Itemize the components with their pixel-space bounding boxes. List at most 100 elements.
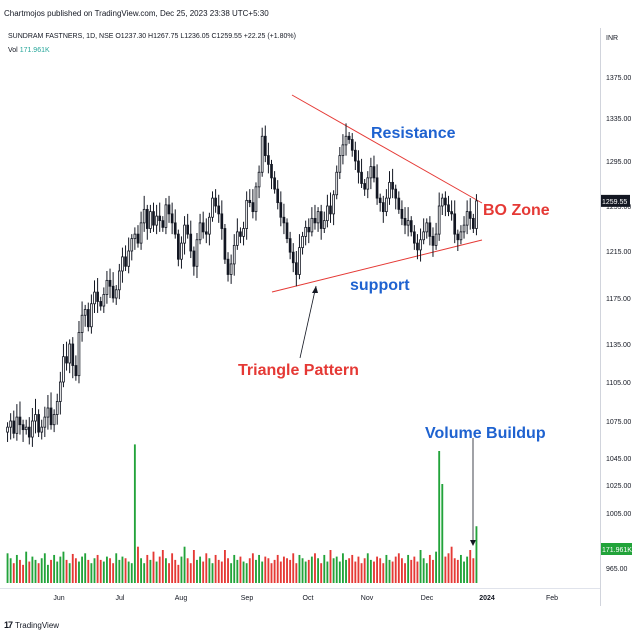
volume-bar	[183, 546, 186, 583]
volume-bar	[140, 558, 143, 583]
volume-bar	[307, 559, 310, 583]
candle	[254, 186, 258, 213]
volume-bar	[40, 558, 43, 583]
candle	[43, 416, 47, 428]
candle	[437, 205, 441, 235]
candle	[347, 135, 351, 140]
volume-bar	[158, 556, 161, 583]
candle	[350, 139, 354, 151]
volume-bar	[192, 550, 195, 583]
candle	[307, 226, 311, 233]
volume-bar	[397, 553, 400, 583]
volume-bar	[453, 558, 456, 583]
volume-bar	[208, 558, 211, 583]
published-caption: Chartmojos published on TradingView.com,…	[4, 9, 269, 18]
volume-bar	[258, 554, 261, 583]
candle	[440, 197, 444, 207]
volume-bar	[112, 563, 115, 583]
volume-bar	[251, 553, 254, 583]
candle	[385, 197, 388, 213]
volume-bar	[475, 526, 478, 583]
volume-bar	[74, 558, 77, 583]
candle	[447, 204, 450, 213]
volume-bar	[354, 561, 357, 583]
volume-bar	[295, 563, 298, 583]
volume-bar	[105, 556, 108, 583]
price-tick-label: 1215.00	[606, 249, 631, 256]
candle	[301, 235, 304, 249]
candle	[86, 309, 90, 328]
candle	[453, 213, 457, 235]
candle	[46, 407, 50, 418]
volume-bar	[441, 484, 444, 583]
price-tick-label: 1075.00	[606, 419, 631, 426]
volume-bar	[37, 563, 40, 583]
volume-bar	[99, 559, 102, 583]
candle	[372, 166, 376, 179]
price-axis-border	[600, 28, 601, 606]
candle	[263, 135, 267, 157]
volume-bar	[115, 553, 118, 583]
candle	[108, 279, 112, 287]
volume-bar	[242, 561, 245, 583]
volume-bar	[248, 558, 251, 583]
annotation-label: BO Zone	[483, 202, 550, 219]
volume-bar	[363, 558, 366, 583]
candle	[394, 188, 398, 199]
volume-bar	[279, 561, 282, 583]
candle	[170, 213, 174, 224]
candle	[142, 208, 146, 224]
candle	[434, 233, 438, 246]
candle	[52, 414, 56, 426]
volume-bar	[211, 563, 214, 583]
volume-bar	[12, 563, 15, 583]
volume-bar	[245, 563, 248, 583]
candle	[155, 215, 158, 226]
volume-bar	[81, 556, 84, 583]
candle	[270, 163, 273, 179]
triangle-arrow	[299, 285, 317, 359]
volume-bar	[273, 559, 276, 583]
candle	[273, 177, 276, 190]
volume-bar	[317, 558, 320, 583]
candle	[397, 197, 401, 210]
candle	[248, 199, 252, 204]
candle	[450, 211, 453, 215]
volume-bar	[435, 551, 438, 583]
candle	[316, 211, 320, 224]
candle	[375, 177, 379, 199]
volume-bar	[456, 559, 459, 583]
candle	[232, 244, 236, 265]
volume-bar	[236, 559, 239, 583]
last-price-marker	[600, 194, 630, 207]
volume-bar	[298, 554, 301, 583]
annotation-label: Triangle Pattern	[238, 362, 359, 379]
annotation-label: Resistance	[371, 125, 456, 142]
candle	[444, 197, 447, 206]
volume-bar	[264, 556, 267, 583]
volume-bar	[357, 556, 360, 583]
candle	[124, 256, 127, 267]
volume-bar	[87, 559, 90, 583]
volume-bar	[459, 554, 462, 583]
volume-bar	[341, 553, 344, 583]
volume-bar	[177, 564, 180, 583]
candle	[59, 381, 62, 402]
candle	[173, 222, 177, 235]
candle	[96, 291, 99, 302]
volume-bar	[121, 556, 124, 583]
volume-bar	[351, 554, 354, 583]
volume-bar	[22, 564, 25, 583]
candle	[65, 356, 68, 364]
candle	[338, 155, 342, 173]
volume-bar	[180, 556, 183, 583]
volume-bar	[133, 444, 136, 583]
candle	[409, 220, 413, 233]
tradingview-footer[interactable]: 17 TradingView	[4, 620, 59, 630]
volume-bar	[146, 554, 149, 583]
volume-bar	[329, 550, 332, 583]
candle	[475, 200, 478, 229]
time-tick-label: 2024	[479, 595, 495, 602]
volume-bar	[472, 558, 475, 583]
